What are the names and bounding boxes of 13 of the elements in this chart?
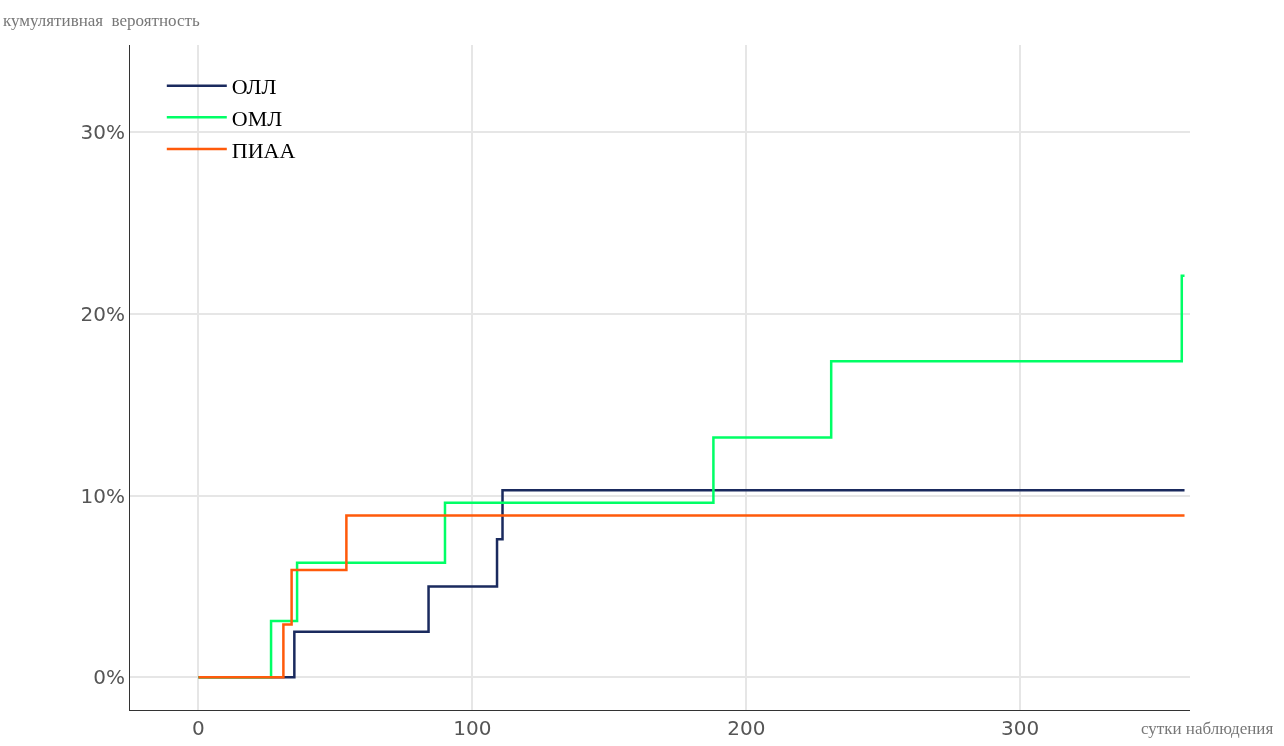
x-axis-title: сутки наблюдения [1141,719,1274,738]
y-axis-title: кумулятивная вероятность [3,11,201,30]
y-tick-label: 0% [93,665,125,690]
x-tick-label: 200 [727,716,766,740]
y-tick-label: 30% [80,120,125,145]
legend-label: ОМЛ [231,105,283,131]
x-tick-label: 0 [192,716,205,740]
y-tick-label: 20% [80,301,125,326]
legend-label: ПИАА [231,137,296,163]
y-tick-label: 10% [80,483,125,508]
legend-label: ОЛЛ [231,74,277,100]
x-tick-label: 100 [453,716,492,740]
x-tick-label: 300 [1001,716,1040,740]
